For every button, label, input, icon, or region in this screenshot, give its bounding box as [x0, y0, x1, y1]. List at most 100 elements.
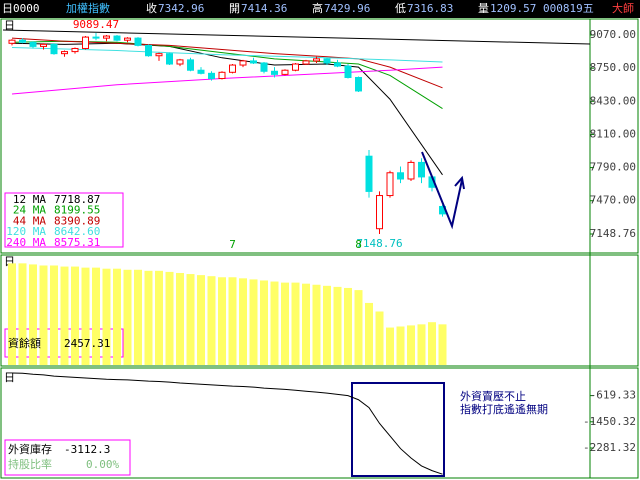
volume-bar	[18, 263, 27, 365]
y-tick-label: 8110.00	[590, 127, 636, 140]
panel-frame	[0, 367, 639, 479]
header-tail: 000819五	[543, 2, 594, 15]
volume-bar	[323, 285, 331, 365]
volume-bar	[8, 263, 16, 365]
legend-value: 8642.60	[54, 225, 100, 238]
legend-name: 24 MA	[13, 204, 46, 217]
candle-body	[103, 35, 110, 39]
y-tick-label: -2281.32	[583, 441, 636, 454]
candle-body	[250, 60, 257, 64]
field-label: 量	[478, 2, 489, 15]
volume-bar	[81, 267, 90, 365]
highlight-box	[351, 382, 445, 477]
y-tick-label: -1450.32	[583, 415, 636, 428]
volume-bar	[144, 270, 153, 365]
candle-body	[355, 76, 362, 92]
legend-value: 8575.31	[54, 236, 100, 249]
candle-body	[82, 36, 89, 49]
field-value: 7429.96	[324, 2, 370, 15]
panel-label: 日	[4, 371, 15, 384]
candle-body	[365, 155, 373, 192]
field-value: 7342.96	[158, 2, 204, 15]
panel-frame	[0, 254, 639, 367]
field-label: 高	[312, 1, 323, 15]
candle-body	[176, 59, 184, 65]
note: 外資賣壓不止	[460, 389, 526, 403]
volume-bar	[407, 325, 415, 365]
volume-bar	[260, 280, 268, 365]
candle-body	[376, 195, 383, 230]
candle-body	[271, 70, 278, 75]
readout-box	[4, 439, 131, 476]
volume-bar	[207, 276, 216, 365]
readout-label: 資餘額	[8, 336, 41, 350]
legend-name: 120 MA	[6, 225, 46, 238]
candle-body	[134, 37, 142, 46]
candle-body	[344, 65, 352, 78]
candle-body	[166, 53, 173, 65]
candle-body	[407, 161, 415, 180]
volume-bar	[218, 277, 226, 365]
ratio-value: 0.00%	[86, 458, 119, 471]
candle-body	[50, 43, 58, 55]
header-bar	[0, 0, 640, 18]
candle-body	[40, 43, 47, 47]
field-label: 低	[395, 2, 406, 15]
readout-value: 2457.31	[64, 337, 110, 350]
volume-bar	[291, 282, 300, 365]
volume-bar	[155, 270, 163, 365]
candle-body	[281, 69, 289, 75]
header-date: 日0000	[2, 2, 40, 15]
forecast-arrow	[421, 151, 463, 230]
volume-bar	[365, 302, 373, 365]
volume-bar	[50, 265, 58, 365]
candle-body	[92, 36, 100, 39]
arrow-head	[454, 175, 465, 190]
volume-bar	[123, 269, 132, 365]
y-tick-label: 7470.00	[590, 194, 636, 207]
candle-body	[218, 71, 226, 80]
volume-bar	[60, 266, 69, 365]
candle-body	[229, 64, 236, 73]
volume-bar	[396, 326, 405, 365]
note: 指數打底遙遙無期	[460, 402, 548, 416]
y-tick-label: 7790.00	[590, 161, 636, 174]
volume-bar	[228, 277, 237, 365]
volume-bar	[249, 279, 258, 365]
volume-bar	[92, 267, 100, 365]
volume-bar	[281, 282, 289, 365]
candle-body	[187, 59, 194, 71]
volume-bar	[302, 283, 310, 365]
volume-bar	[134, 269, 142, 365]
volume-bar	[197, 275, 205, 365]
field-label: 收	[146, 1, 157, 15]
candle-body	[19, 39, 26, 43]
ratio-label: 持股比率	[8, 457, 52, 471]
legend-name: 44 MA	[13, 214, 46, 227]
y-tick-label: 7148.76	[590, 227, 636, 240]
volume-bar	[438, 324, 447, 365]
trend-line	[2, 29, 591, 45]
volume-bar	[165, 271, 174, 365]
volume-bar	[270, 281, 279, 365]
legend-name: 240 MA	[6, 236, 46, 249]
readout-label: 外資庫存	[8, 442, 52, 456]
candle-body	[313, 58, 320, 62]
candle-body	[292, 63, 299, 71]
candle-body	[155, 53, 163, 57]
volume-bar	[344, 287, 352, 365]
readout-value: -3112.3	[64, 443, 110, 456]
volume-bar	[417, 324, 426, 365]
annotation: 9089.47	[73, 18, 119, 31]
candle-body	[71, 47, 79, 53]
candle-body	[8, 39, 16, 44]
volume-bar	[113, 268, 121, 365]
candle-body	[208, 72, 215, 80]
panel-label: 日	[4, 255, 15, 268]
volume-bar	[386, 327, 394, 365]
volume-bar	[312, 284, 321, 365]
field-value: 1209.57	[490, 2, 536, 15]
legend-name: 12 MA	[13, 193, 46, 206]
x-marker: 8	[355, 238, 362, 251]
